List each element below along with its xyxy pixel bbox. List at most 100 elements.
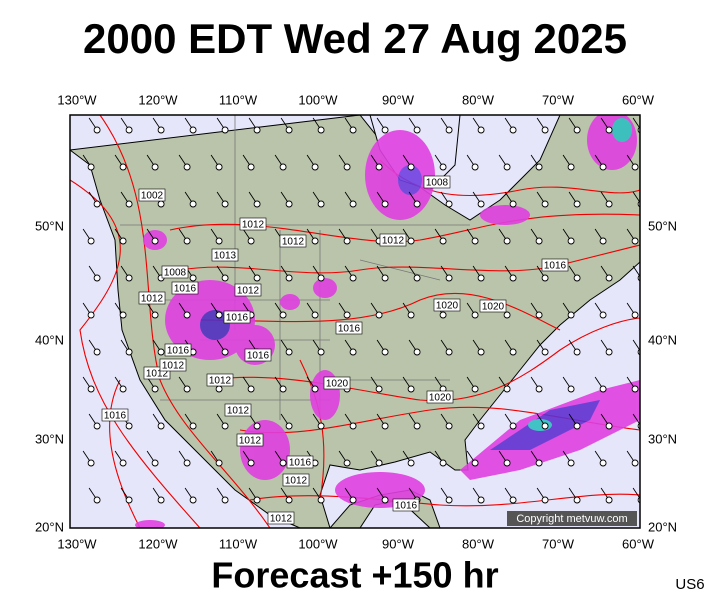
station — [605, 496, 613, 504]
station — [631, 311, 639, 319]
station — [125, 274, 133, 282]
station — [125, 422, 133, 430]
station — [381, 348, 389, 356]
isobar-label: 1016 — [289, 458, 312, 469]
station — [541, 422, 549, 430]
station — [215, 459, 223, 467]
station — [477, 126, 485, 134]
station — [285, 126, 293, 134]
copyright: Copyright metvuw.com — [516, 513, 627, 525]
station — [381, 200, 389, 208]
station — [445, 496, 453, 504]
station — [279, 163, 287, 171]
isobar-label-box — [335, 321, 363, 335]
latitude-label: 20°N — [35, 519, 64, 534]
stations — [82, 117, 640, 504]
station — [567, 459, 575, 467]
isobar-label-box — [101, 408, 129, 422]
isobar-label: 1012 — [285, 476, 308, 487]
precipitation — [135, 115, 640, 528]
isobar-label-box — [286, 455, 314, 469]
station — [477, 274, 485, 282]
station — [535, 385, 543, 393]
station — [349, 200, 357, 208]
station — [631, 385, 639, 393]
station — [605, 422, 613, 430]
isobar-label: 1016 — [167, 346, 190, 357]
station — [509, 348, 517, 356]
station — [247, 459, 255, 467]
latitude-label: 40°N — [35, 332, 64, 347]
station — [439, 459, 447, 467]
station — [605, 126, 613, 134]
isobar-label-box — [479, 299, 507, 313]
station — [503, 237, 511, 245]
station — [87, 385, 95, 393]
isobar-label-box — [433, 298, 461, 312]
station — [637, 422, 640, 430]
station — [253, 274, 261, 282]
longitude-label: 80°W — [462, 92, 495, 107]
station — [471, 237, 479, 245]
isobar-label: 1020 — [429, 393, 452, 404]
station — [381, 274, 389, 282]
station — [253, 126, 261, 134]
station — [445, 422, 453, 430]
station — [317, 274, 325, 282]
longitude-label: 130°W — [57, 536, 97, 551]
isobar-label: 1016 — [544, 261, 567, 272]
station — [535, 237, 543, 245]
station — [375, 163, 383, 171]
station — [349, 496, 357, 504]
station — [509, 126, 517, 134]
isobar-label: 1012 — [239, 436, 262, 447]
station — [637, 348, 640, 356]
station — [183, 385, 191, 393]
station — [317, 422, 325, 430]
isobar-label: 1012 — [242, 220, 265, 231]
station — [189, 422, 197, 430]
station — [573, 496, 581, 504]
station — [125, 200, 133, 208]
isobar-label-box — [423, 175, 451, 189]
longitude-label: 110°W — [219, 536, 258, 551]
station — [349, 348, 357, 356]
station — [631, 237, 639, 245]
latitude-label: 40°N — [648, 332, 677, 347]
station — [247, 385, 255, 393]
isobar-label: 1012 — [227, 406, 250, 417]
station — [189, 200, 197, 208]
isobar-label-box — [211, 248, 239, 262]
longitude-label: 90°W — [382, 92, 415, 107]
station — [157, 126, 165, 134]
isobar-label: 1012 — [382, 236, 405, 247]
station — [605, 348, 613, 356]
isobar-label: 1008 — [164, 268, 187, 279]
station — [573, 422, 581, 430]
station — [573, 126, 581, 134]
station — [125, 348, 133, 356]
station — [221, 496, 229, 504]
longitude-label: 90°W — [382, 536, 415, 551]
station — [445, 200, 453, 208]
station — [445, 274, 453, 282]
longitude-label: 70°W — [542, 536, 575, 551]
station — [637, 496, 640, 504]
station — [279, 459, 287, 467]
longitude-label: 100°W — [298, 92, 338, 107]
station — [503, 459, 511, 467]
forecast-label: Forecast +150 hr — [211, 555, 498, 596]
latitude-label: 20°N — [648, 519, 677, 534]
station — [317, 126, 325, 134]
station — [541, 274, 549, 282]
region-label: US6 — [675, 576, 704, 593]
station — [509, 200, 517, 208]
isobar-label: 1013 — [214, 251, 237, 262]
station — [151, 459, 159, 467]
longitude-label: 110°W — [219, 92, 258, 107]
station — [93, 126, 101, 134]
station — [407, 163, 415, 171]
isobar-label-box — [279, 234, 307, 248]
